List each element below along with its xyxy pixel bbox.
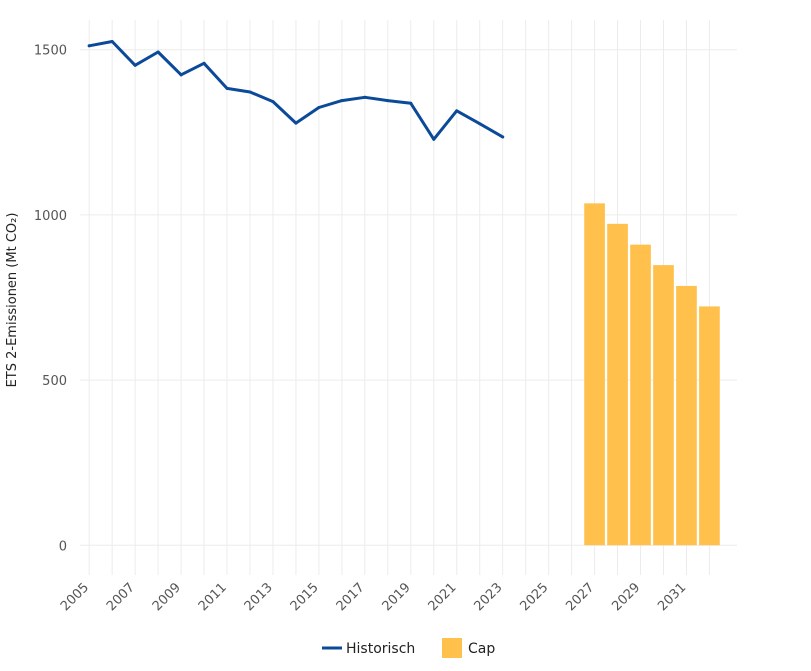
cap-bar bbox=[630, 244, 651, 546]
x-tick-label: 2009 bbox=[150, 580, 184, 614]
x-tick-label: 2005 bbox=[58, 580, 92, 614]
x-axis-ticks: 2005 2007 2009 2011 2013 2015 2017 2019 2021 2023… bbox=[58, 580, 689, 614]
x-tick-label: 2021 bbox=[426, 580, 460, 614]
legend-item-historisch: Historisch bbox=[322, 641, 415, 657]
historisch-point bbox=[409, 101, 413, 105]
y-tick-label: 500 bbox=[42, 374, 67, 389]
historisch-point bbox=[294, 121, 298, 125]
y-axis-ticks: 0 500 1000 1500 bbox=[34, 44, 67, 555]
historisch-line-layer bbox=[87, 39, 505, 141]
x-tick-label: 2013 bbox=[242, 580, 276, 614]
y-tick-label: 1500 bbox=[34, 44, 67, 59]
legend-bar-swatch bbox=[442, 638, 462, 658]
y-tick-label: 1000 bbox=[34, 209, 67, 224]
x-tick-label: 2023 bbox=[472, 580, 506, 614]
historisch-point bbox=[363, 95, 367, 99]
historisch-point bbox=[156, 50, 160, 54]
cap-bar bbox=[699, 306, 720, 546]
cap-bar bbox=[653, 265, 674, 546]
y-axis-label: ETS 2-Emissionen (Mt CO₂) bbox=[5, 213, 20, 388]
x-tick-label: 2019 bbox=[380, 580, 414, 614]
legend-item-cap: Cap bbox=[442, 638, 495, 658]
x-tick-label: 2011 bbox=[196, 580, 230, 614]
historisch-point bbox=[386, 99, 390, 103]
legend: Historisch Cap bbox=[322, 638, 495, 658]
historisch-point bbox=[317, 106, 321, 110]
historisch-point bbox=[271, 100, 275, 104]
historisch-point bbox=[202, 61, 206, 65]
historisch-point bbox=[133, 63, 137, 67]
historisch-point bbox=[179, 73, 183, 77]
historisch-point bbox=[501, 135, 505, 139]
historisch-point bbox=[340, 99, 344, 103]
x-tick-label: 2031 bbox=[655, 580, 689, 614]
legend-label-cap: Cap bbox=[468, 641, 495, 657]
historisch-point bbox=[110, 39, 114, 43]
legend-label-historisch: Historisch bbox=[346, 641, 415, 657]
cap-bar bbox=[676, 285, 697, 546]
historisch-point bbox=[248, 90, 252, 94]
historisch-point bbox=[478, 122, 482, 126]
x-tick-label: 2017 bbox=[334, 580, 368, 614]
x-tick-label: 2015 bbox=[288, 580, 322, 614]
x-tick-label: 2029 bbox=[609, 580, 643, 614]
x-tick-label: 2027 bbox=[563, 580, 597, 614]
cap-bars bbox=[584, 203, 720, 546]
cap-bar bbox=[607, 223, 628, 546]
y-tick-label: 0 bbox=[59, 539, 67, 554]
x-tick-label: 2007 bbox=[104, 580, 138, 614]
historisch-point bbox=[87, 44, 91, 48]
historisch-point bbox=[432, 137, 436, 141]
historisch-point bbox=[225, 86, 229, 90]
cap-bar bbox=[584, 203, 605, 546]
historisch-point bbox=[455, 109, 459, 113]
x-tick-label: 2025 bbox=[517, 580, 551, 614]
